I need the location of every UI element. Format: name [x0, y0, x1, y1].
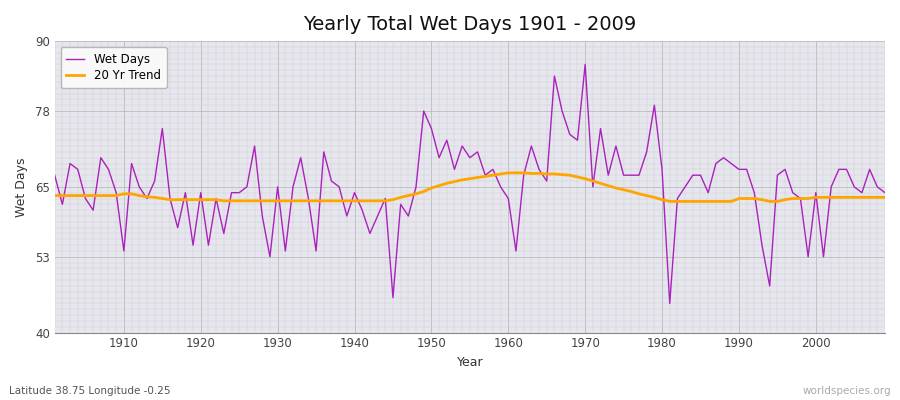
- Y-axis label: Wet Days: Wet Days: [15, 157, 28, 216]
- 20 Yr Trend: [495, 172, 506, 176]
- Wet Days: [503, 196, 514, 201]
- Legend: Wet Days, 20 Yr Trend: Wet Days, 20 Yr Trend: [60, 47, 166, 88]
- Text: Latitude 38.75 Longitude -0.25: Latitude 38.75 Longitude -0.25: [9, 386, 170, 396]
- Wet Days: [326, 179, 337, 184]
- 20 Yr Trend: [111, 193, 122, 198]
- Wet Days: [580, 62, 590, 67]
- 20 Yr Trend: [50, 193, 60, 198]
- Wet Days: [280, 248, 291, 253]
- Wet Days: [50, 173, 60, 178]
- Title: Yearly Total Wet Days 1901 - 2009: Yearly Total Wet Days 1901 - 2009: [303, 15, 636, 34]
- 20 Yr Trend: [664, 199, 675, 204]
- Line: 20 Yr Trend: 20 Yr Trend: [55, 173, 885, 202]
- 20 Yr Trend: [879, 195, 890, 200]
- 20 Yr Trend: [326, 198, 337, 203]
- Line: Wet Days: Wet Days: [55, 64, 885, 304]
- Text: worldspecies.org: worldspecies.org: [803, 386, 891, 396]
- Wet Days: [603, 173, 614, 178]
- Wet Days: [111, 190, 122, 195]
- X-axis label: Year: Year: [456, 356, 483, 369]
- Wet Days: [664, 301, 675, 306]
- Wet Days: [879, 190, 890, 195]
- 20 Yr Trend: [603, 183, 614, 188]
- 20 Yr Trend: [280, 198, 291, 203]
- 20 Yr Trend: [503, 170, 514, 175]
- 20 Yr Trend: [510, 170, 521, 175]
- Wet Days: [495, 184, 506, 189]
